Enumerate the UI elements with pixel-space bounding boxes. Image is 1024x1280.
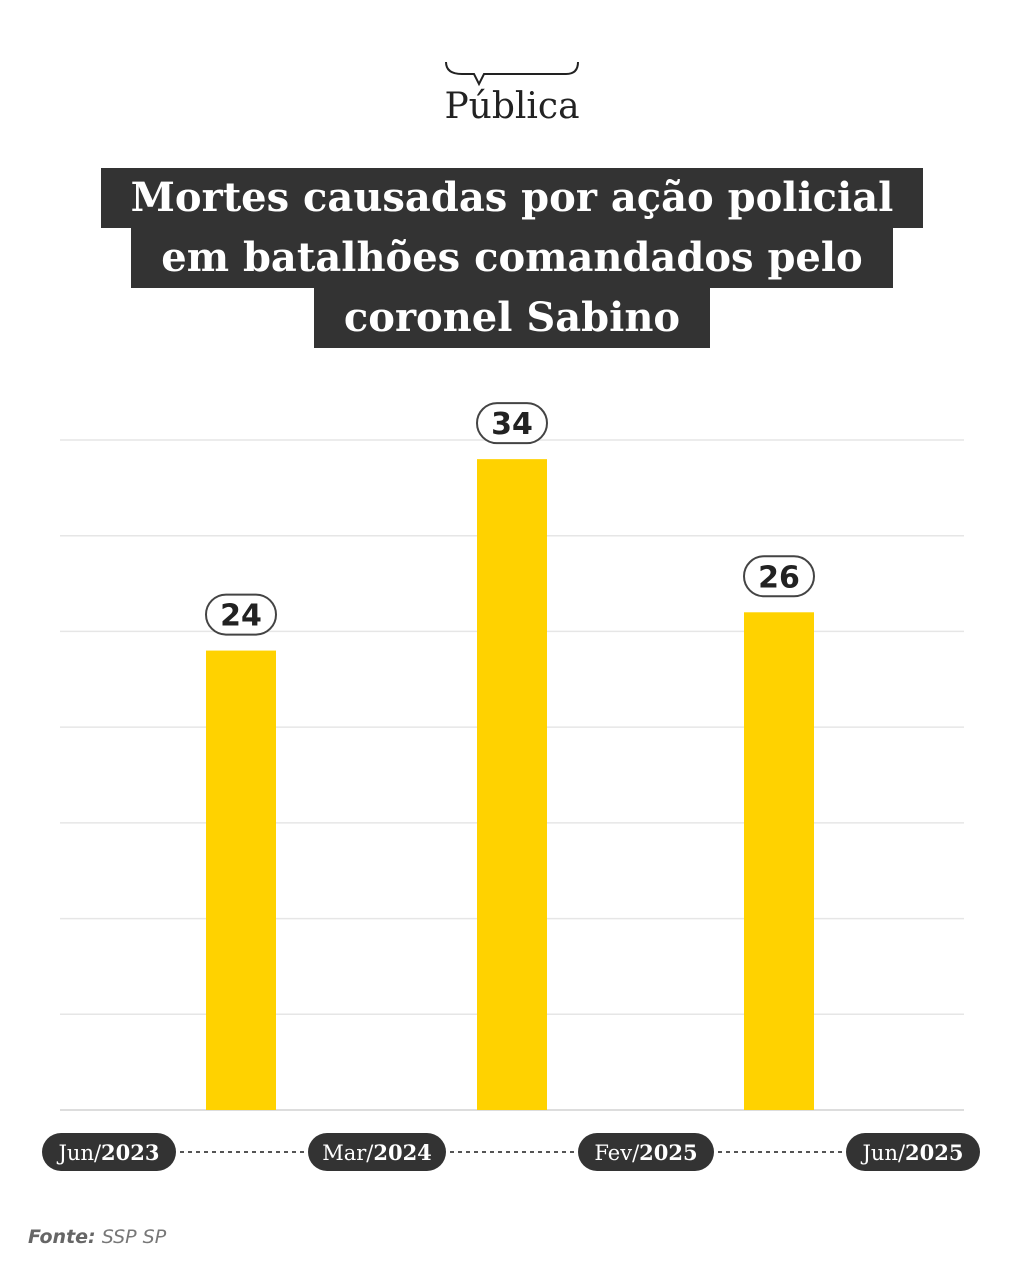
date-label: Jun/2025 xyxy=(861,1140,964,1165)
value-label-pill xyxy=(743,555,815,598)
date-year: 2024 xyxy=(373,1140,431,1165)
title-line-2: em batalhões comandados pelo xyxy=(131,228,893,288)
source-value: SSP SP xyxy=(101,1226,167,1248)
source-note: Fonte: SSP SP xyxy=(28,1226,166,1248)
speech-bracket-icon xyxy=(445,61,579,87)
date-month: Fev/ xyxy=(594,1141,640,1165)
date-pill xyxy=(308,1133,446,1171)
date-month: Jun/ xyxy=(861,1141,906,1165)
date-pill xyxy=(846,1133,980,1171)
date-pill xyxy=(578,1133,714,1171)
bar xyxy=(206,650,276,1110)
value-label: 34 xyxy=(491,407,533,442)
bar xyxy=(744,612,814,1110)
source-label: Fonte: xyxy=(28,1226,96,1248)
date-label: Jun/2023 xyxy=(57,1140,160,1165)
date-month: Jun/ xyxy=(57,1141,102,1165)
value-label-pill xyxy=(205,593,277,636)
title-line-1: Mortes causadas por ação policial xyxy=(100,168,924,228)
date-pill xyxy=(42,1133,176,1171)
date-label: Fev/2025 xyxy=(594,1140,697,1165)
value-label: 26 xyxy=(758,560,800,595)
value-label: 24 xyxy=(220,599,262,634)
value-label-pill xyxy=(476,402,548,445)
chart-title: Mortes causadas por ação policial em bat… xyxy=(0,168,1024,348)
publica-logo: Pública xyxy=(0,56,1024,136)
date-year: 2025 xyxy=(905,1140,963,1165)
title-line-3: coronel Sabino xyxy=(313,288,711,348)
date-month: Mar/ xyxy=(322,1141,374,1165)
logo-text: Pública xyxy=(444,86,580,127)
date-year: 2025 xyxy=(639,1140,697,1165)
date-label: Mar/2024 xyxy=(322,1140,432,1165)
bar xyxy=(477,459,547,1111)
date-year: 2023 xyxy=(101,1140,159,1165)
